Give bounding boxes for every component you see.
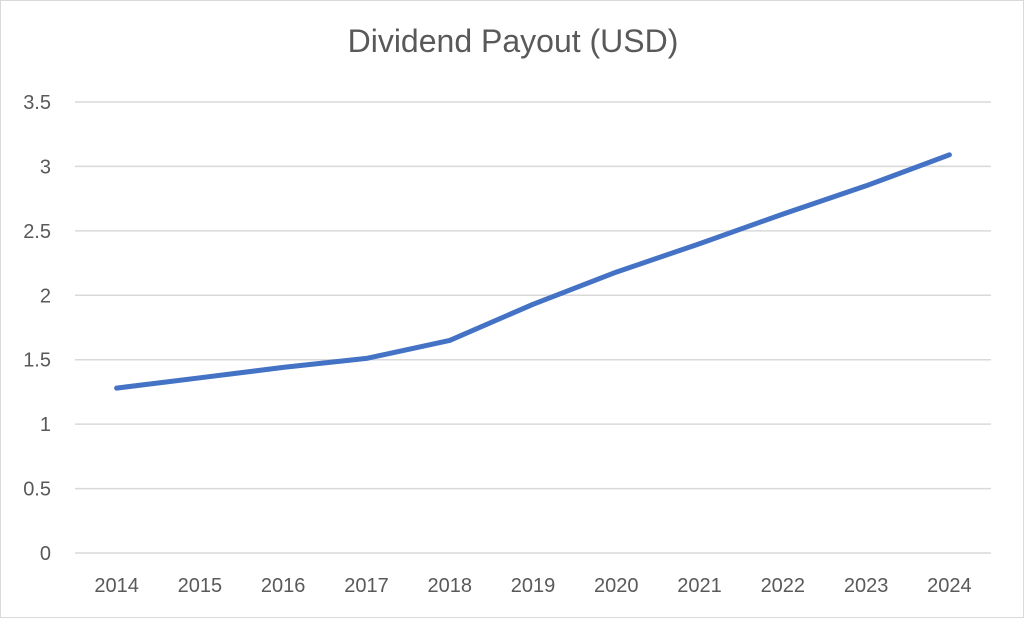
y-tick-label: 0.5: [23, 479, 51, 501]
x-tick-label: 2021: [677, 575, 722, 597]
x-tick-label: 2017: [344, 575, 389, 597]
y-tick-label: 2.5: [23, 221, 51, 243]
x-tick-label: 2019: [511, 575, 556, 597]
x-tick-label: 2014: [94, 575, 139, 597]
x-tick-label: 2016: [261, 575, 306, 597]
x-tick-label: 2023: [844, 575, 889, 597]
x-tick-label: 2018: [427, 575, 472, 597]
y-tick-label: 0: [40, 543, 51, 565]
y-tick-label: 1.5: [23, 350, 51, 372]
y-tick-label: 3.5: [23, 92, 51, 114]
y-tick-label: 1: [40, 414, 51, 436]
series-line: [117, 155, 950, 388]
y-tick-label: 2: [40, 285, 51, 307]
x-tick-label: 2022: [761, 575, 806, 597]
y-tick-label: 3: [40, 156, 51, 178]
x-tick-label: 2024: [927, 575, 972, 597]
x-tick-label: 2015: [178, 575, 223, 597]
x-tick-label: 2020: [594, 575, 639, 597]
